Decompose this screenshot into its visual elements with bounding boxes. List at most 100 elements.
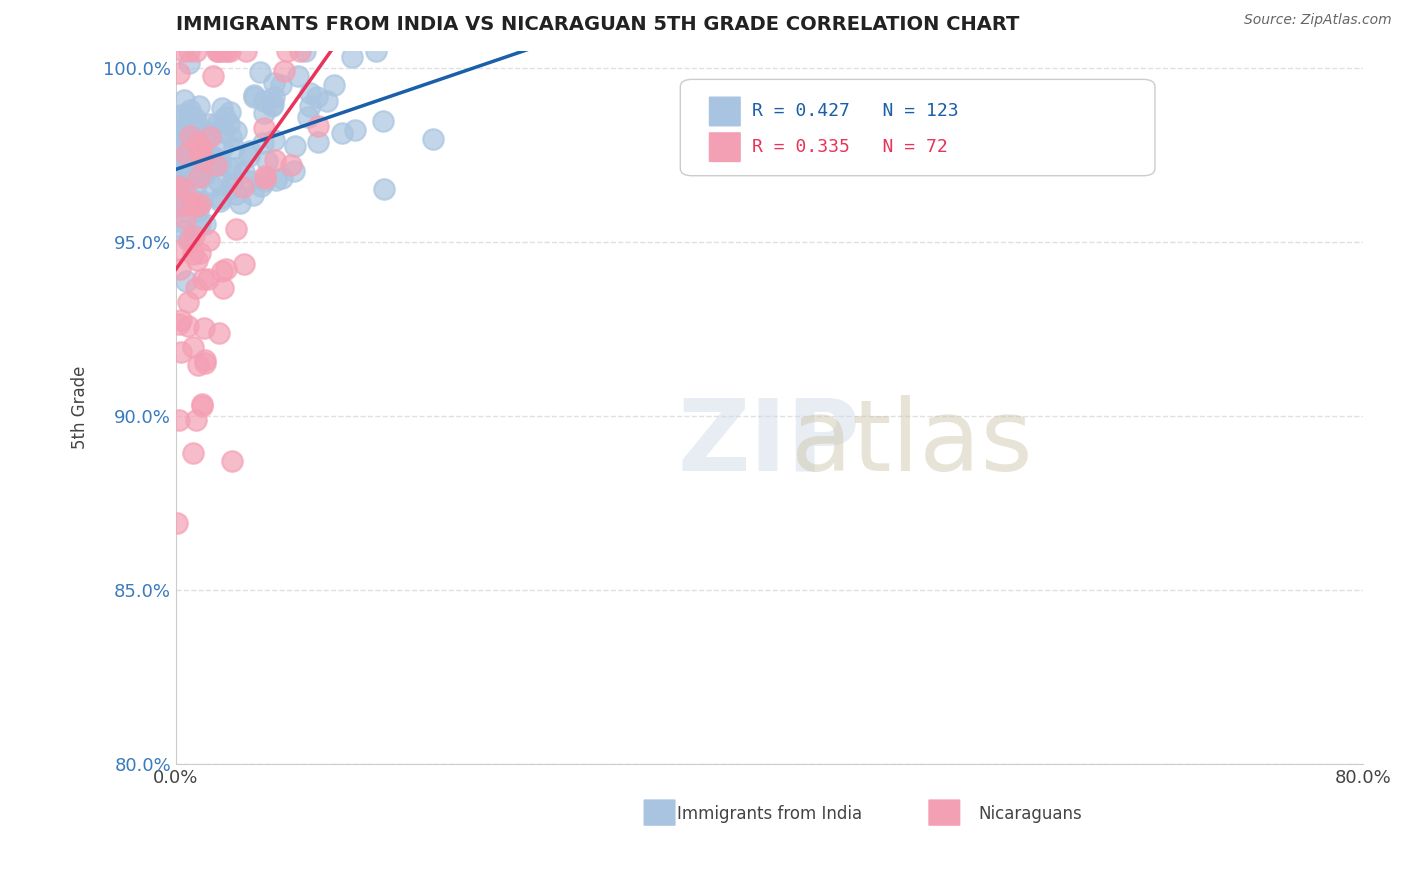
Point bbox=[225, 222, 247, 236]
Point bbox=[193, 152, 215, 166]
Point bbox=[238, 149, 260, 163]
Point bbox=[242, 90, 264, 104]
Point bbox=[186, 204, 208, 219]
Point bbox=[202, 150, 225, 164]
Point bbox=[235, 44, 257, 58]
Point bbox=[177, 318, 200, 333]
Point bbox=[299, 86, 322, 100]
Point bbox=[253, 94, 276, 108]
Point bbox=[177, 44, 200, 58]
Text: atlas: atlas bbox=[792, 395, 1032, 491]
Point bbox=[181, 247, 204, 261]
Point bbox=[174, 211, 197, 226]
Point bbox=[307, 119, 329, 133]
Point bbox=[221, 180, 243, 194]
Point bbox=[188, 168, 211, 182]
Point bbox=[181, 340, 204, 354]
Point bbox=[186, 199, 208, 213]
Point bbox=[262, 96, 284, 111]
FancyBboxPatch shape bbox=[928, 799, 960, 826]
Point bbox=[166, 136, 188, 150]
Point bbox=[190, 397, 212, 411]
Point bbox=[174, 198, 197, 212]
Point bbox=[167, 412, 190, 426]
Point bbox=[212, 44, 235, 58]
Point bbox=[184, 44, 207, 58]
Point bbox=[287, 69, 309, 83]
Point bbox=[186, 281, 208, 295]
Point bbox=[252, 136, 274, 150]
Point bbox=[225, 187, 247, 202]
Point bbox=[167, 178, 190, 193]
Point bbox=[179, 232, 201, 246]
Point bbox=[191, 140, 214, 154]
Point bbox=[174, 147, 197, 161]
Point bbox=[208, 190, 231, 204]
Point bbox=[187, 359, 209, 373]
Point bbox=[186, 116, 208, 130]
Point bbox=[174, 163, 197, 178]
Point bbox=[172, 125, 194, 139]
Point bbox=[179, 148, 201, 162]
Point bbox=[215, 261, 238, 276]
Point bbox=[263, 133, 285, 147]
Y-axis label: 5th Grade: 5th Grade bbox=[72, 366, 89, 450]
Point bbox=[307, 90, 329, 104]
Point bbox=[200, 117, 222, 131]
Point bbox=[191, 399, 214, 413]
Point bbox=[187, 196, 209, 211]
Point bbox=[209, 194, 232, 208]
Point bbox=[263, 89, 285, 103]
Point bbox=[173, 181, 195, 195]
Point bbox=[290, 44, 312, 58]
Point bbox=[373, 182, 395, 196]
Point bbox=[188, 196, 211, 211]
Point bbox=[173, 223, 195, 237]
Point bbox=[322, 78, 344, 92]
Point bbox=[254, 170, 277, 185]
Point bbox=[179, 107, 201, 121]
Point bbox=[212, 125, 235, 139]
Point bbox=[284, 139, 307, 153]
Point bbox=[253, 174, 276, 188]
Point bbox=[294, 44, 316, 58]
Point bbox=[173, 93, 195, 107]
Point bbox=[207, 174, 229, 188]
Point bbox=[179, 103, 201, 118]
Point bbox=[174, 274, 197, 288]
Text: R = 0.427   N = 123: R = 0.427 N = 123 bbox=[752, 103, 957, 120]
Point bbox=[179, 129, 201, 144]
Point bbox=[184, 135, 207, 149]
Point bbox=[205, 159, 228, 173]
Point bbox=[238, 174, 260, 188]
Point bbox=[229, 196, 252, 211]
Point bbox=[198, 129, 221, 144]
Point bbox=[190, 140, 212, 154]
Point bbox=[207, 326, 229, 341]
Point bbox=[198, 233, 221, 247]
Point bbox=[280, 158, 302, 172]
FancyBboxPatch shape bbox=[709, 96, 741, 127]
Point bbox=[195, 130, 218, 145]
Point bbox=[187, 122, 209, 136]
Point bbox=[212, 281, 235, 295]
Point bbox=[214, 110, 236, 124]
Point bbox=[186, 178, 208, 193]
Point bbox=[217, 44, 239, 58]
Point bbox=[188, 143, 211, 157]
FancyBboxPatch shape bbox=[709, 132, 741, 162]
Point bbox=[177, 233, 200, 247]
Point bbox=[183, 229, 205, 244]
Point bbox=[205, 117, 228, 131]
Point bbox=[252, 105, 274, 120]
FancyBboxPatch shape bbox=[644, 799, 675, 826]
Point bbox=[211, 101, 233, 115]
Text: IMMIGRANTS FROM INDIA VS NICARAGUAN 5TH GRADE CORRELATION CHART: IMMIGRANTS FROM INDIA VS NICARAGUAN 5TH … bbox=[176, 15, 1019, 34]
Point bbox=[177, 163, 200, 178]
Point bbox=[172, 132, 194, 146]
Point bbox=[222, 141, 245, 155]
Point bbox=[219, 105, 242, 120]
Point bbox=[225, 124, 247, 138]
Point bbox=[169, 182, 191, 196]
Point bbox=[181, 157, 204, 171]
